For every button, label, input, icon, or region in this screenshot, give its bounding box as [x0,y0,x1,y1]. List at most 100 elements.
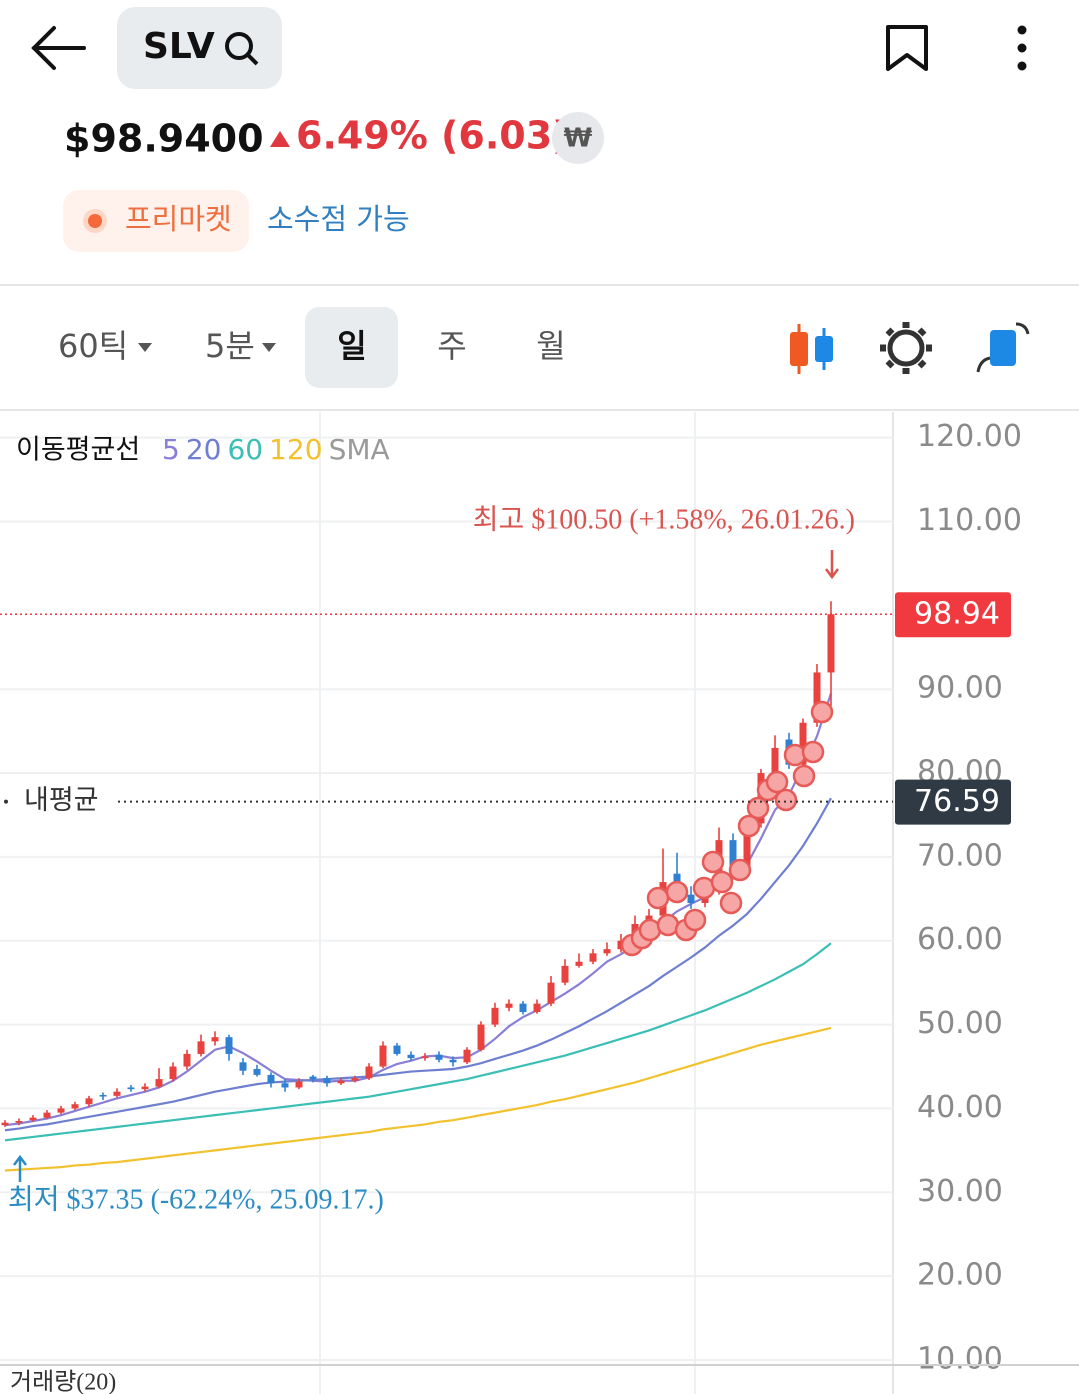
candle-body [813,672,821,723]
session: 프리마켓 [125,202,232,236]
current-price-tag [895,592,1011,638]
y-tick-label: 90.00 [917,671,1003,706]
currency-badge-bg[interactable] [552,112,604,164]
legend-entry[interactable]: 60 [227,433,263,466]
search-pill[interactable] [117,7,282,89]
current-price-label: 98.94 [914,597,1000,632]
legend-entry[interactable]: 20 [186,433,222,466]
candle-body [407,1054,415,1059]
y-tick-label: 60.00 [917,922,1003,957]
up-triangle [270,131,290,147]
fractional: 소수점 가능 [267,202,410,236]
tab[interactable]: 5분 [205,327,255,365]
candle-body [547,982,555,1004]
candle-body [771,747,779,774]
tab-dropdown [138,343,152,352]
candle-body [169,1066,177,1080]
legend-entry[interactable]: 120 [269,433,322,466]
rotate-icon[interactable] [976,322,1030,373]
candle-body [183,1053,191,1067]
y-tick-label: 30.00 [917,1174,1003,1209]
tab[interactable]: 일 [337,327,366,365]
ma-line [4,797,832,1132]
vertical-grid [319,412,696,1394]
tab-selected-bg[interactable] [305,307,398,388]
candle-body [113,1091,121,1096]
candle-body [29,1117,37,1121]
settings-icon[interactable] [880,322,932,374]
candle-body [799,722,807,765]
candle-body [239,1062,247,1071]
average-dot [4,799,8,804]
candle-body [155,1079,163,1087]
candle-body [435,1054,443,1060]
ma-line [4,942,832,1142]
candle-body [533,1003,541,1013]
high-annotation: 최고 $100.50 (+1.58%, 26.01.26.) [473,503,855,535]
candle-body [827,614,835,673]
candle-body [365,1066,373,1079]
tab[interactable]: 60틱 [58,327,128,365]
legend-entry[interactable]: 5 [162,433,180,466]
candle-body [561,965,569,983]
currency-badge[interactable]: ₩ [564,124,593,154]
average-label: 내평균 [24,785,99,816]
candle-body [225,1037,233,1054]
candle-body [15,1121,23,1123]
candle-body [99,1095,107,1097]
y-tick-label: 50.00 [917,1006,1003,1041]
candle-body [197,1041,205,1054]
candle-body [57,1108,65,1113]
candle-body [323,1078,331,1084]
candle-body [505,1003,513,1008]
candle-body [85,1098,93,1105]
candle-body [281,1083,289,1088]
session-dot [88,214,102,228]
annotation-arrows [13,550,839,1182]
candle-body [295,1081,303,1088]
y-tick-label: 10.00 [917,1341,1003,1376]
candle-body [211,1037,219,1042]
candle-body [71,1104,79,1109]
tab[interactable]: 주 [437,327,466,365]
candle-body [253,1069,261,1075]
tab-dropdown [262,343,276,352]
y-tick-label: 20.00 [917,1258,1003,1293]
candle-body [43,1112,51,1118]
more-icon[interactable] [1017,25,1027,71]
y-tick-label: 120.00 [917,419,1022,454]
candle-body [393,1045,401,1054]
candle-body [421,1056,429,1059]
overlay: 이동평균선 5 20 60 120 SMA 98.94 내평균 76.59 최고 $100.50 … [0,433,1011,1215]
session-pill [63,190,249,252]
volume-label: 거래량(20) [10,1369,116,1394]
symbol: SLV [143,26,215,67]
candle-body [519,1003,527,1013]
legend-title: 이동평균선 [16,435,140,466]
bookmark-icon[interactable] [886,25,928,71]
candle-body [449,1059,457,1063]
candle-body [603,949,611,954]
candle-body [743,823,751,866]
y-tick-label: 40.00 [917,1090,1003,1125]
y-tick-label: 70.00 [917,838,1003,873]
candle-body [351,1078,359,1081]
candle-body [127,1087,135,1090]
candle-body [379,1045,387,1067]
back-button[interactable] [31,26,86,70]
candle-body [575,961,583,966]
candle-body [1,1122,9,1126]
search-icon [225,32,259,66]
candle-body [491,1007,499,1025]
candle-type-icon[interactable] [790,324,833,374]
grid: 120.00110.0090.0080.0070.0060.0050.0040.… [0,419,1022,1376]
candle-body [477,1024,485,1050]
low-annotation: 최저 $37.35 (-62.24%, 25.09.17.) [8,1183,384,1215]
tab-bar: 60틱 5분 일 주 월 [58,307,566,388]
candle-body [337,1080,345,1084]
legend-kind: SMA [329,433,390,466]
tab[interactable]: 월 [536,327,565,365]
candle-body [589,953,597,962]
